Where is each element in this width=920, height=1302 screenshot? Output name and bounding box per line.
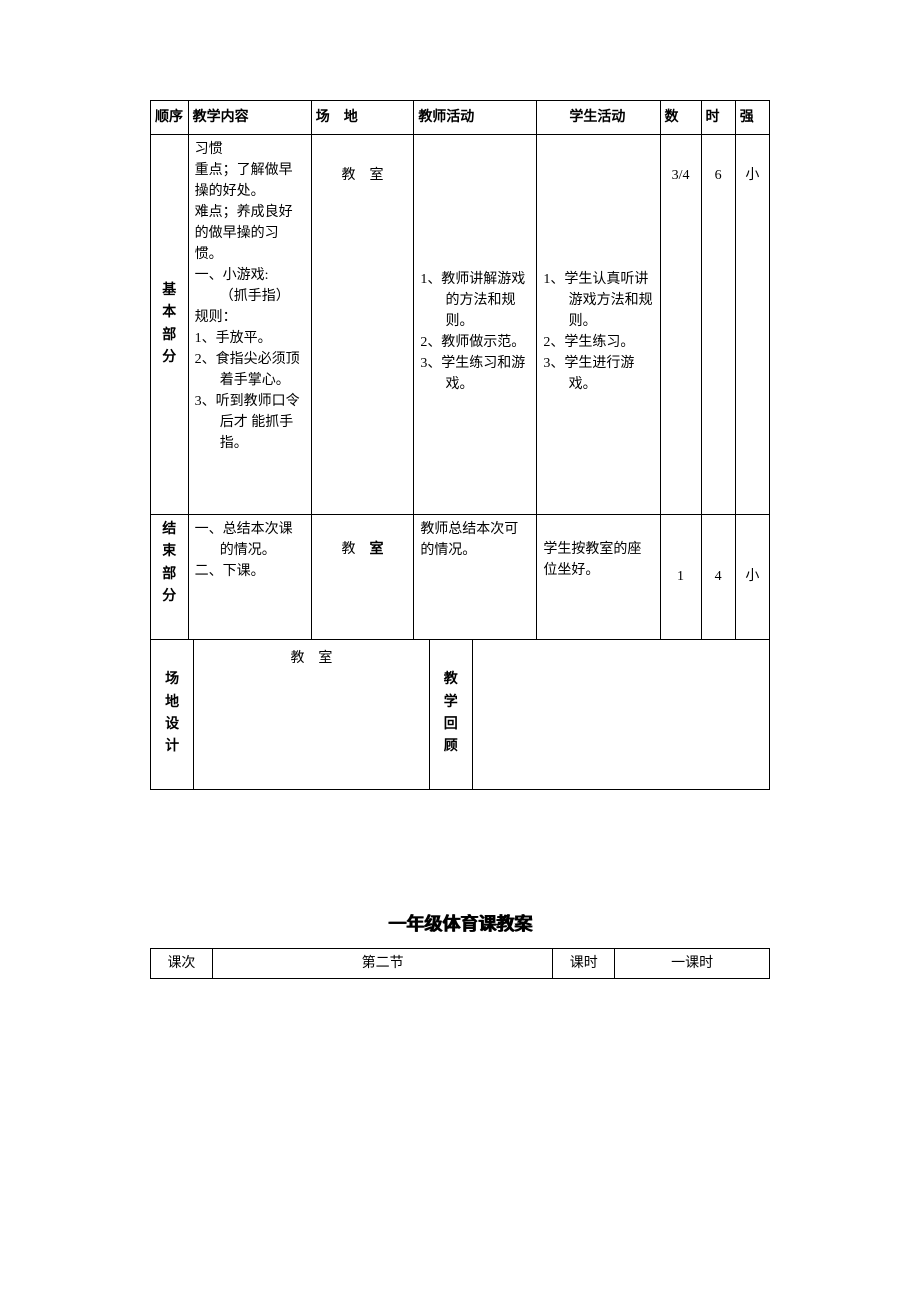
time-text: 6 bbox=[708, 165, 729, 186]
lesson-info-table: 课次 第二节 课时 一课时 bbox=[150, 948, 770, 979]
end-time-cell: 4 bbox=[701, 515, 735, 640]
basic-place-cell: 教 室 bbox=[311, 135, 414, 515]
label-text: 分 bbox=[157, 586, 182, 608]
venue-text: 教 室 bbox=[200, 648, 422, 669]
content-text: 2、食指尖必须顶着手掌心。 bbox=[195, 349, 305, 391]
basic-intensity-cell: 小 bbox=[735, 135, 769, 515]
place-text: 教 室 bbox=[318, 539, 408, 560]
header-place: 场 地 bbox=[311, 101, 414, 135]
content-text: 1、手放平。 bbox=[195, 328, 305, 349]
label-text: 部 bbox=[157, 564, 182, 586]
student-text: 学生按教室的座位坐好。 bbox=[543, 539, 653, 581]
venue-design-label: 场 地 设 计 bbox=[151, 639, 194, 789]
label-text: 分 bbox=[157, 347, 182, 369]
end-student-cell: 学生按教室的座位坐好。 bbox=[537, 515, 660, 640]
end-num-cell: 1 bbox=[660, 515, 701, 640]
lesson-num-label: 课次 bbox=[151, 948, 213, 978]
label-text: 设 bbox=[157, 714, 187, 736]
teaching-review-value bbox=[472, 639, 769, 789]
header-teacher: 教师活动 bbox=[414, 101, 537, 135]
basic-student-cell: 1、学生认真听讲游戏方法和规则。 2、学生练习。 3、学生进行游戏。 bbox=[537, 135, 660, 515]
class-time-value: 一课时 bbox=[615, 948, 770, 978]
table-row-basic: 基 本 部 分 习惯 重点；了解做早操的好处。 难点；养成良好的做早操的习惯。 … bbox=[151, 135, 770, 515]
header-student: 学生活动 bbox=[537, 101, 660, 135]
content-text: 一、小游戏: bbox=[195, 265, 305, 286]
end-intensity-cell: 小 bbox=[735, 515, 769, 640]
end-place-cell: 教 室 bbox=[311, 515, 414, 640]
table-row: 课次 第二节 课时 一课时 bbox=[151, 948, 770, 978]
content-text: 3、听到教师口令后才 能抓手指。 bbox=[195, 391, 305, 454]
basic-teacher-cell: 1、教师讲解游戏的方法和规则。 2、教师做示范。 3、学生练习和游戏。 bbox=[414, 135, 537, 515]
basic-num-cell: 3/4 bbox=[660, 135, 701, 515]
venue-design-value: 教 室 bbox=[194, 639, 429, 789]
header-seq: 顺序 bbox=[151, 101, 189, 135]
header-num: 数 bbox=[660, 101, 701, 135]
label-text: 地 bbox=[157, 692, 187, 714]
bottom-row: 场 地 设 计 教 室 教 学 回 顾 bbox=[151, 639, 770, 789]
header-time: 时 bbox=[701, 101, 735, 135]
label-text: 教 bbox=[436, 669, 466, 691]
num-text: 3/4 bbox=[667, 165, 695, 186]
section-title: 一年级体育课教案 bbox=[150, 910, 770, 936]
label-text: 顾 bbox=[436, 736, 466, 758]
header-intensity: 强 bbox=[735, 101, 769, 135]
content-text: 二、下课。 bbox=[195, 561, 305, 582]
content-text: 重点；了解做早操的好处。 bbox=[195, 160, 305, 202]
label-text: 部 bbox=[157, 325, 182, 347]
basic-time-cell: 6 bbox=[701, 135, 735, 515]
basic-section-label: 基 本 部 分 bbox=[151, 135, 189, 515]
content-text: 习惯 bbox=[195, 139, 305, 160]
end-content-cell: 一、总结本次课的情况。 二、下课。 bbox=[188, 515, 311, 640]
lesson-plan-bottom-table: 场 地 设 计 教 室 教 学 回 顾 bbox=[150, 639, 770, 790]
label-text: 学 bbox=[436, 692, 466, 714]
label-text: 束 bbox=[157, 541, 182, 563]
basic-content-cell: 习惯 重点；了解做早操的好处。 难点；养成良好的做早操的习惯。 一、小游戏: （… bbox=[188, 135, 311, 515]
content-text: 难点；养成良好的做早操的习惯。 bbox=[195, 202, 305, 265]
end-section-label: 结 束 部 分 bbox=[151, 515, 189, 640]
label-text: 本 bbox=[157, 302, 182, 324]
class-time-label: 课时 bbox=[553, 948, 615, 978]
teacher-text: 1、教师讲解游戏的方法和规则。 bbox=[420, 269, 530, 332]
teaching-review-label: 教 学 回 顾 bbox=[429, 639, 472, 789]
content-text: （抓手指） bbox=[195, 286, 305, 307]
student-text: 2、学生练习。 bbox=[543, 332, 653, 353]
content-text: 规则： bbox=[195, 307, 305, 328]
teacher-text: 3、学生练习和游戏。 bbox=[420, 353, 530, 395]
table-row-end: 结 束 部 分 一、总结本次课的情况。 二、下课。 教 室 教师总结本次可的情况… bbox=[151, 515, 770, 640]
end-teacher-cell: 教师总结本次可的情况。 bbox=[414, 515, 537, 640]
table-header-row: 顺序 教学内容 场 地 教师活动 学生活动 数 时 强 bbox=[151, 101, 770, 135]
header-content: 教学内容 bbox=[188, 101, 311, 135]
label-text: 结 bbox=[157, 519, 182, 541]
intensity-text: 小 bbox=[742, 165, 763, 186]
label-text: 基 bbox=[157, 280, 182, 302]
lesson-plan-table: 顺序 教学内容 场 地 教师活动 学生活动 数 时 强 基 本 部 分 习惯 重… bbox=[150, 100, 770, 640]
student-text: 3、学生进行游戏。 bbox=[543, 353, 653, 395]
place-text: 教 室 bbox=[318, 165, 408, 186]
teacher-text: 2、教师做示范。 bbox=[420, 332, 530, 353]
content-text: 一、总结本次课的情况。 bbox=[195, 519, 305, 561]
student-text: 1、学生认真听讲游戏方法和规则。 bbox=[543, 269, 653, 332]
label-text: 回 bbox=[436, 714, 466, 736]
label-text: 场 bbox=[157, 669, 187, 691]
label-text: 计 bbox=[157, 736, 187, 758]
lesson-num-value: 第二节 bbox=[212, 948, 552, 978]
